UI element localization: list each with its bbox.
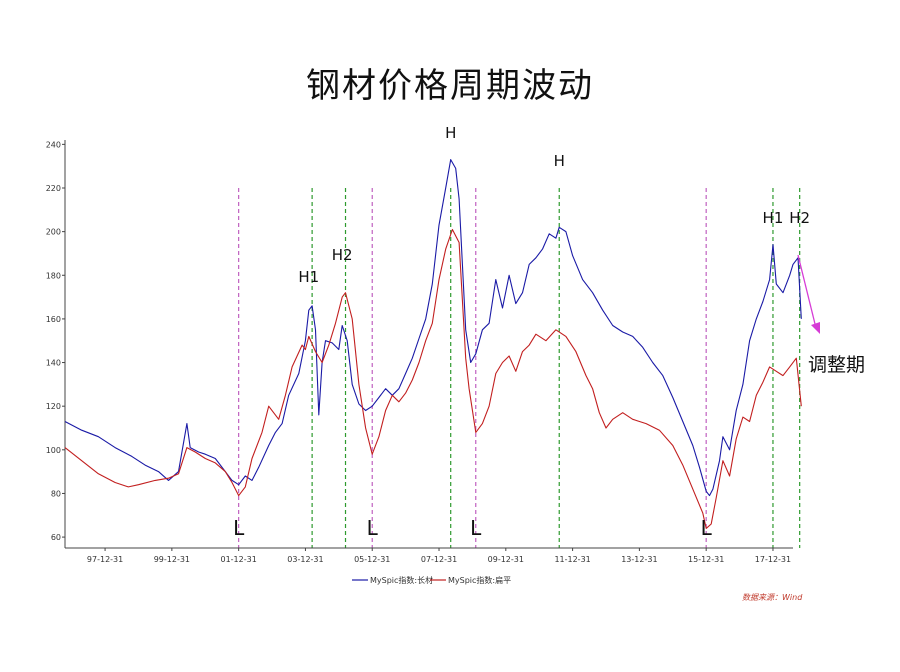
y-tick-label: 60 [51, 533, 61, 542]
y-tick-label: 240 [46, 140, 61, 149]
y-tick-label: 200 [46, 228, 61, 237]
cycle-low-label: L [701, 516, 713, 540]
cycle-low-label: L [470, 516, 482, 540]
legend: MySpic指数:长材 MySpic指数:扁平 [352, 575, 511, 585]
adjustment-arrow-head [811, 322, 820, 334]
y-tick-label: 160 [46, 315, 61, 324]
x-tick-label: 05-12-31 [354, 555, 390, 564]
adjustment-period-label: 调整期 [808, 354, 866, 376]
cycle-high-label: H2 [332, 246, 353, 264]
y-tick-label: 80 [51, 489, 61, 498]
x-tick-label: 99-12-31 [154, 555, 190, 564]
cycle-high-label: H1 [298, 268, 319, 286]
adjustment-arrow-line [797, 254, 817, 329]
annotation-layer: L L L L H1 H2 H H H1 H2 [233, 124, 810, 540]
x-tick-label: 09-12-31 [488, 555, 524, 564]
x-tick-label: 13-12-31 [621, 555, 657, 564]
adjustment-arrow [797, 254, 820, 334]
y-tick-label: 140 [46, 359, 61, 368]
cycle-low-label: L [367, 516, 379, 540]
y-tick-label: 100 [46, 446, 61, 455]
x-tick-label: 97-12-31 [87, 555, 123, 564]
cycle-low-label: L [233, 516, 245, 540]
page-title: 钢材价格周期波动 [306, 66, 594, 106]
axis-layer: 60 80 100 120 140 160 180 200 220 240 97-12-31 99-1… [46, 140, 793, 564]
legend-entry: MySpic指数:扁平 [448, 575, 511, 585]
x-tick-label: 17-12-31 [755, 555, 791, 564]
data-source-note: 数据来源：Wind [742, 593, 803, 602]
y-tick-label: 220 [46, 184, 61, 193]
y-tick-label: 120 [46, 402, 61, 411]
x-tick-label: 03-12-31 [287, 555, 323, 564]
legend-entry: MySpic指数:长材 [370, 575, 433, 585]
cycle-high-label: H [445, 124, 456, 142]
cycle-high-label: H1 [763, 209, 784, 227]
series-line-1 [64, 159, 802, 497]
x-tick-label: 07-12-31 [421, 555, 457, 564]
x-tick-label: 15-12-31 [688, 555, 724, 564]
series-layer [64, 159, 802, 529]
cycle-high-label: H [554, 152, 565, 170]
series-line-2 [64, 228, 802, 529]
vline-layer [238, 188, 801, 548]
x-tick-label: 01-12-31 [220, 555, 256, 564]
x-tick-label: 11-12-31 [554, 555, 590, 564]
cycle-high-label: H2 [789, 209, 810, 227]
y-tick-label: 180 [46, 271, 61, 280]
